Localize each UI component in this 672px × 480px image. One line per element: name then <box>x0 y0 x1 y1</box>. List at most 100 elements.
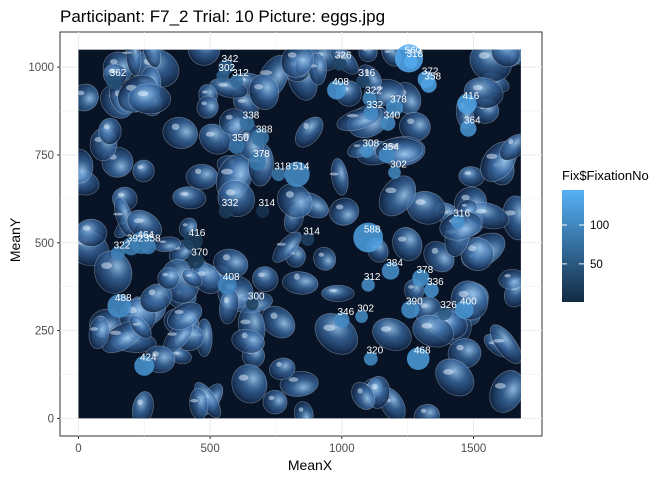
photo-highlight <box>238 374 249 381</box>
fixation-point <box>300 232 315 246</box>
photo-egg-shape <box>187 49 221 66</box>
fixation-point <box>217 275 237 295</box>
fixation-point <box>183 231 203 251</box>
x-axis-label: MeanX <box>288 457 333 473</box>
photo-highlight <box>276 242 287 246</box>
fixation-point-label: 364 <box>464 116 481 127</box>
fixation-point-label: 424 <box>140 353 157 364</box>
x-tick-label: 500 <box>201 443 220 455</box>
photo-egg-shape <box>185 163 219 190</box>
fixation-point <box>388 166 401 179</box>
y-tick-label: 0 <box>48 413 54 425</box>
fixation-point-label: 322 <box>365 86 382 97</box>
photo-highlight <box>268 395 275 401</box>
photo-egg-shape <box>248 74 280 110</box>
fixation-point <box>437 305 452 321</box>
y-axis-label: MeanY <box>7 217 23 262</box>
fixation-point <box>361 278 375 292</box>
fixation-point <box>332 56 347 71</box>
photo-egg-shape <box>329 197 360 226</box>
photo-highlight <box>456 344 464 351</box>
fixation-point-label: 316 <box>453 209 470 220</box>
photo-egg-shape <box>294 116 324 148</box>
photo-highlight <box>504 210 516 216</box>
photo-egg-shape <box>131 391 154 419</box>
photo-highlight <box>202 90 208 94</box>
photo-highlight <box>260 70 273 76</box>
photo-highlight <box>174 309 184 315</box>
photo-egg-shape <box>358 49 378 63</box>
photo-highlight <box>276 362 282 367</box>
fixation-point <box>245 297 259 311</box>
fixation-point <box>107 294 132 318</box>
photo-highlight <box>336 204 344 210</box>
fixation-point <box>450 214 465 229</box>
fixation-point-label: 314 <box>258 198 275 209</box>
y-tick-label: 250 <box>35 326 54 338</box>
photo-highlight <box>190 399 198 403</box>
fixation-point <box>401 300 420 319</box>
photo-highlight <box>357 388 363 394</box>
photo-highlight <box>205 131 215 137</box>
photo-highlight <box>254 84 263 90</box>
photo-highlight <box>420 303 428 309</box>
photo-highlight <box>318 252 325 257</box>
photo-highlight <box>258 272 265 278</box>
fixation-point <box>355 310 368 323</box>
photo-egg-shape <box>272 231 302 263</box>
photo-highlight <box>162 272 169 277</box>
x-tick-label: 1000 <box>329 443 355 455</box>
legend-title: Fix$FixationNo <box>562 168 649 183</box>
photo-egg-shape <box>167 302 203 331</box>
photo-highlight <box>159 240 167 243</box>
fixation-point-label: 332 <box>222 198 239 209</box>
fixation-point-label: 322 <box>114 240 131 251</box>
photo-egg-shape <box>294 401 314 419</box>
photo-egg-shape <box>78 148 94 184</box>
photo-egg-shape <box>78 83 99 112</box>
photo-highlight <box>464 171 471 175</box>
fixation-point <box>356 74 370 88</box>
fixation-point <box>134 355 155 376</box>
fixation-point <box>362 91 377 106</box>
y-tick-label: 500 <box>35 238 54 250</box>
photo-highlight <box>101 262 113 269</box>
photo-highlight <box>458 290 469 298</box>
fixation-point <box>455 300 474 319</box>
fixation-point-label: 318 <box>274 161 291 172</box>
fixation-point <box>423 282 439 298</box>
photo-egg-shape <box>141 49 162 69</box>
photo-highlight <box>195 168 202 175</box>
photo-highlight <box>137 165 143 170</box>
photo-egg-shape <box>132 159 155 183</box>
fixation-point <box>380 115 396 131</box>
fixation-point <box>229 74 244 88</box>
fixation-point <box>327 80 347 100</box>
photo-highlight <box>478 52 490 59</box>
photo-highlight <box>118 192 125 197</box>
photo-egg-shape <box>435 358 475 397</box>
fixation-point-label: 392 <box>127 233 144 244</box>
photo-highlight <box>461 203 467 207</box>
fixation-point-label: 300 <box>248 291 265 302</box>
chart-title: Participant: F7_2 Trial: 10 Picture: egg… <box>60 7 385 26</box>
fixation-point-label: 468 <box>414 346 431 357</box>
photo-highlight <box>171 123 180 130</box>
photo-highlight <box>109 330 122 335</box>
photo-highlight <box>408 285 414 289</box>
fixation-point <box>457 94 477 114</box>
photo-highlight <box>109 59 118 65</box>
x-axis-ticks: 0 500 1000 1500 <box>75 436 486 455</box>
fixation-point-label: 464 <box>137 230 154 241</box>
photo-highlight <box>218 83 228 87</box>
photo-egg-shape <box>157 267 180 290</box>
fixation-point <box>412 269 430 287</box>
photo-highlight <box>240 319 251 325</box>
photo-egg-shape <box>181 268 203 288</box>
photo-highlight <box>421 323 433 329</box>
color-legend: Fix$FixationNo 50 100 <box>562 168 649 302</box>
photo-highlight <box>288 377 299 382</box>
fixation-point <box>406 347 430 371</box>
photo-highlight <box>270 312 278 320</box>
